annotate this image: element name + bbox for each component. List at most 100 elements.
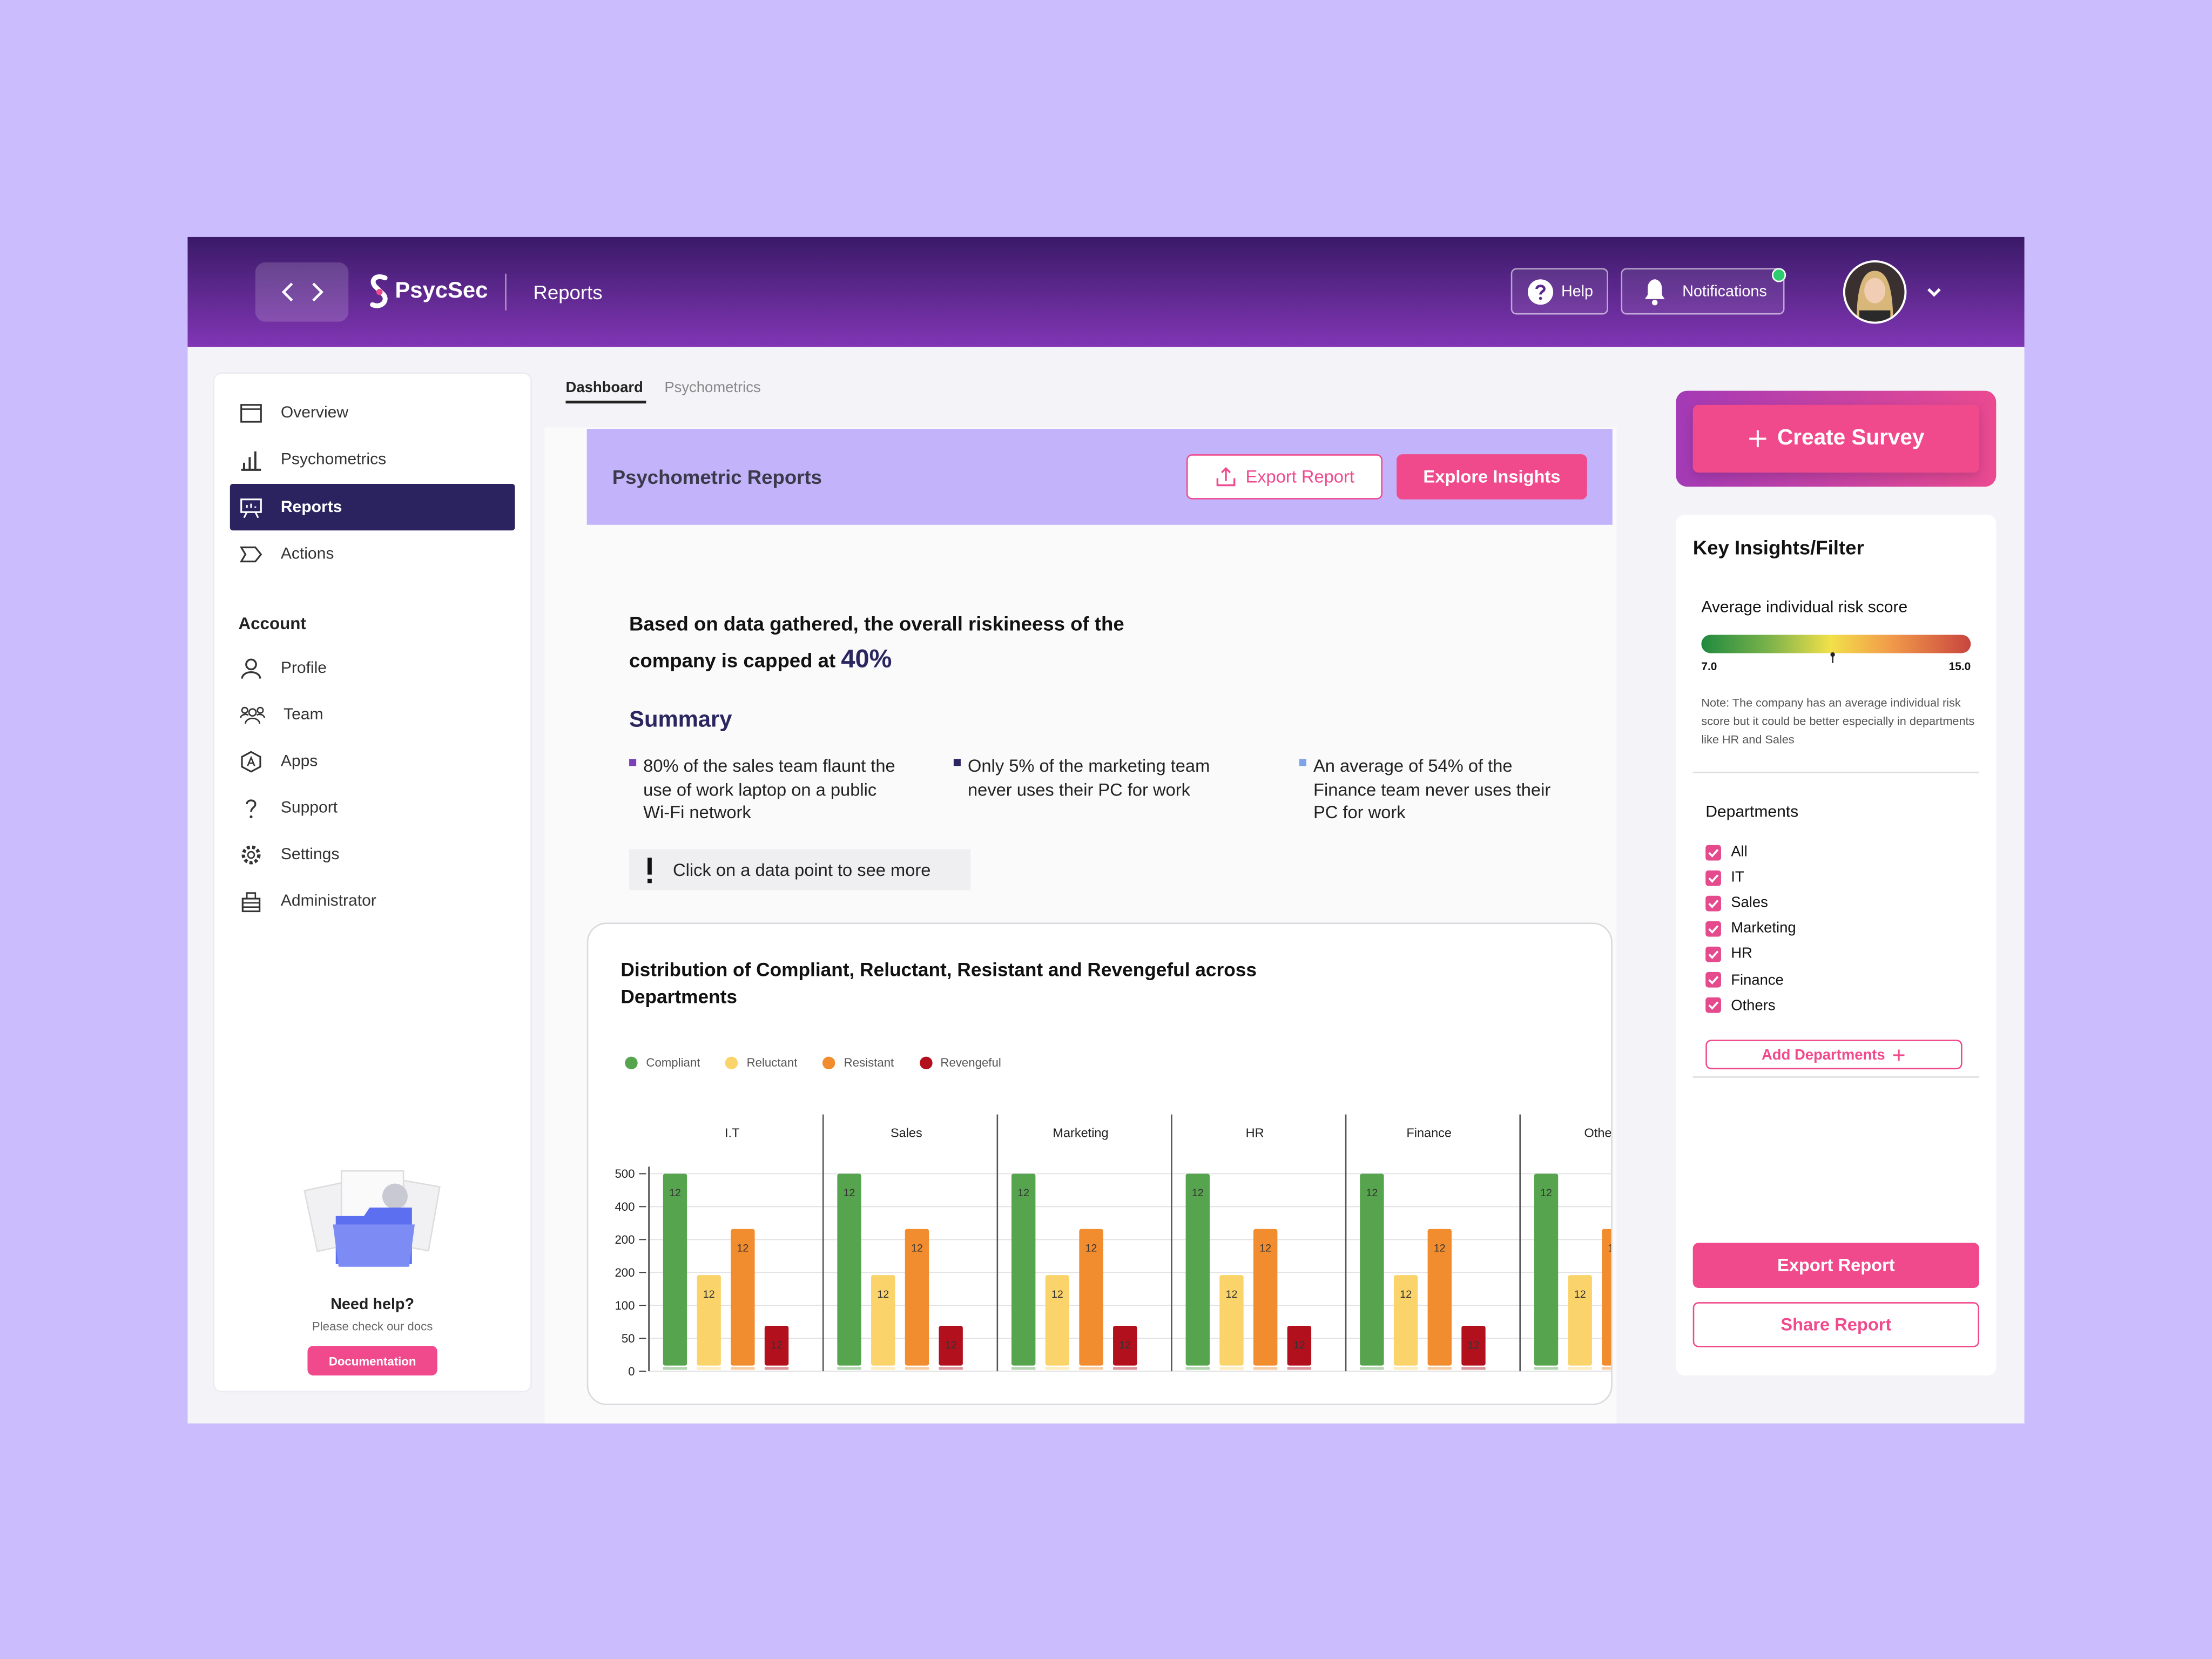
bar-base [1113,1367,1137,1370]
bar-label: 12 [1192,1187,1204,1199]
summary-item: An average of 54% of the Finance team ne… [1299,755,1574,825]
bar-base [939,1367,963,1370]
nav-item[interactable]: Profile [230,645,515,691]
checkbox [1705,921,1721,937]
filter-card [1676,515,1997,1375]
bar-label: 12 [1051,1289,1063,1300]
department-label: Others [1731,996,1776,1014]
bar [837,1174,861,1366]
divider [505,273,507,311]
bar-label: 12 [1400,1289,1412,1300]
chevron[interactable] [1924,282,1944,302]
y-tick-label: 50 [622,1332,635,1345]
bar-label: 12 [737,1243,748,1255]
create-survey-button[interactable]: Create Survey [1692,404,1979,473]
share-report-button[interactable]: Share Report [1692,1302,1979,1347]
nav-label: Apps [280,752,318,770]
nav-item[interactable]: Team [230,691,515,738]
bar-base [1185,1367,1210,1370]
department-option[interactable]: HR [1705,941,1796,967]
plot-area: 0 50 100 200 200 400 500 I.T 12 12 12 12 Sales 12 12 12… [615,1114,1613,1378]
nav-label: Overview [280,404,349,421]
checkbox [1705,869,1721,886]
department-label: Marketing [1731,920,1796,938]
help-icon [1527,278,1553,304]
check-icon [1708,899,1719,908]
bar-base [1360,1367,1384,1370]
bar-base [1534,1367,1559,1370]
tab[interactable]: Psychometrics [664,379,761,397]
department-option[interactable]: All [1705,839,1796,865]
bar-base [871,1367,895,1370]
explore-button[interactable]: Explore Insights [1397,454,1587,500]
plus-icon [1893,1049,1905,1061]
tab-active[interactable]: Dashboard [565,379,643,397]
notifications-label: Notifications [1682,282,1767,300]
nav-item[interactable]: Psychometrics [230,436,515,482]
top-bar [187,237,2025,347]
export-report-button[interactable]: Export Report [1692,1243,1979,1288]
tab-underline [565,400,646,404]
bar-label: 12 [1608,1243,1613,1255]
nav-item[interactable]: Actions [230,530,515,577]
nav-item[interactable]: Overview [230,389,515,436]
nav-item[interactable]: Support [230,784,515,831]
department-list: All IT Sales Marketing HR Finance Others [1705,839,1796,1018]
bullet [1299,759,1306,766]
bar-label: 12 [771,1339,783,1351]
notifications-button[interactable]: Notifications [1621,268,1785,315]
legend-label: Resistant [844,1055,894,1070]
bar-base [731,1367,755,1370]
bar-base [764,1367,789,1370]
department-option[interactable]: Sales [1705,891,1796,916]
legend-item: Compliant [625,1055,700,1069]
bar-label: 12 [1259,1243,1271,1255]
bar-base [1079,1367,1103,1370]
bar [1113,1325,1137,1366]
bar-base [1287,1367,1312,1370]
bar-base [697,1367,721,1370]
bar-label: 12 [1366,1187,1378,1199]
legend-label: Revengeful [940,1055,1001,1070]
export-button[interactable]: Export Report [1186,454,1383,500]
legend-item: Reluctant [725,1055,797,1069]
page-title: Reports [533,280,603,304]
chart-title: Distribution of Compliant, Reluctant, Re… [621,959,1257,1008]
divider [1692,771,1979,773]
bar-label: 12 [1226,1289,1238,1300]
bar [1079,1229,1103,1366]
department-option[interactable]: Finance [1705,967,1796,993]
bar [1287,1325,1312,1366]
avatar[interactable] [1843,260,1907,325]
department-option[interactable]: Others [1705,993,1796,1018]
department-option[interactable]: IT [1705,865,1796,891]
filter-title: Key Insights/Filter [1692,536,1864,559]
documentation-button[interactable]: Documentation [307,1346,437,1375]
history-nav[interactable] [255,262,349,322]
add-departments-button[interactable]: Add Departments [1705,1040,1963,1070]
nav-label: Settings [280,846,340,863]
bar [871,1275,895,1366]
risk-gradient [1701,635,1971,653]
category-label: Finance [1406,1125,1452,1139]
bar-base [1427,1367,1452,1370]
bar [1461,1325,1486,1366]
help-title: Need help? [331,1296,415,1314]
department-option[interactable]: Marketing [1705,916,1796,941]
nav-item[interactable]: Administrator [230,878,515,924]
risk-statement: Based on data gathered, the overall risk… [629,606,1186,678]
bar [939,1325,963,1366]
bar-label: 12 [669,1187,681,1199]
bar-base [837,1367,861,1370]
bar-label: 12 [1574,1289,1586,1300]
nav-item[interactable]: Settings [230,831,515,878]
nav-item-active[interactable]: Reports [230,484,515,531]
legend: Compliant Reluctant Resistant Revengeful [625,1055,1027,1069]
nav-item[interactable]: Apps [230,738,515,784]
bar-base [1393,1367,1418,1370]
plus-icon [1749,430,1766,448]
nav-icon [241,845,261,864]
help-button[interactable]: Help [1510,268,1608,315]
